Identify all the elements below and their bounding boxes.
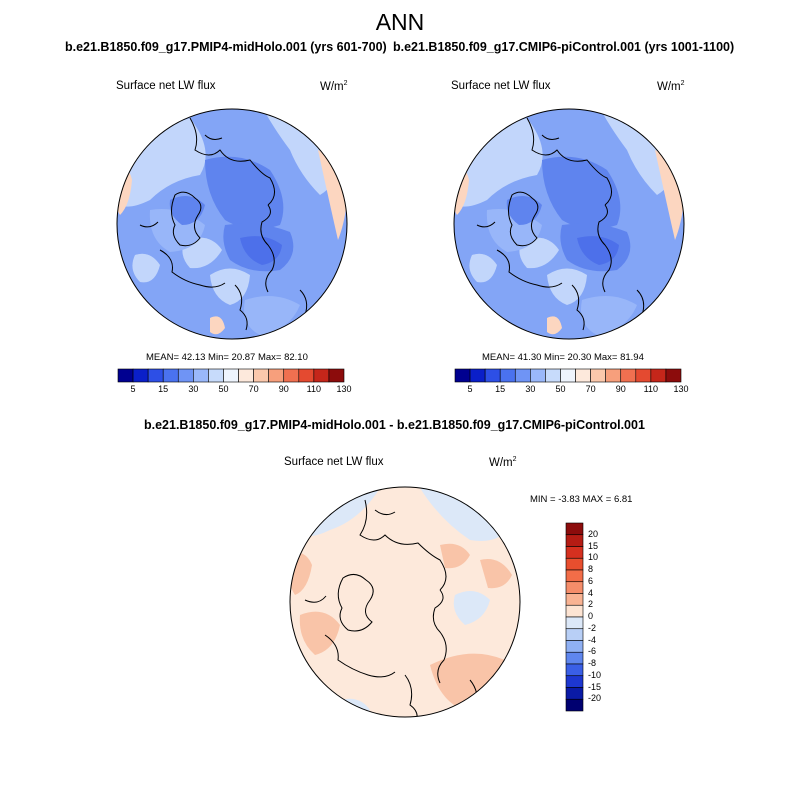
stats-left: MEAN= 42.13 Min= 20.87 Max= 82.10: [146, 352, 308, 363]
colorbar-swatch: [665, 368, 682, 383]
polar-map-left: [116, 108, 348, 340]
colorbar-swatch: [454, 368, 471, 383]
panel-title-diff: b.e21.B1850.f09_g17.PMIP4-midHolo.001 - …: [144, 418, 645, 432]
colorbar-swatch: [208, 368, 224, 383]
panel-title-left: b.e21.B1850.f09_g17.PMIP4-midHolo.001 (y…: [65, 40, 387, 54]
colorbar-swatch: [590, 368, 606, 383]
colorbar-swatch: [238, 368, 254, 383]
colorbar-tick-label: 50: [555, 384, 566, 394]
colorbar-swatch: [268, 368, 285, 383]
colorbar-tick-label: 30: [188, 384, 199, 394]
colorbar-tick-label: 15: [495, 384, 506, 394]
colorbar-swatch: [565, 651, 584, 665]
colorbar-tick-label: 70: [248, 384, 259, 394]
colorbar-tick-label: 50: [218, 384, 229, 394]
colorbar-swatch: [193, 368, 209, 383]
colorbar-swatch: [650, 368, 667, 383]
colorbar-swatch: [635, 368, 652, 383]
units-label-diff: W/m2: [489, 456, 517, 469]
colorbar-swatch: [565, 663, 584, 677]
colorbar-swatch: [565, 628, 584, 641]
colorbar-tick-label: 110: [643, 384, 659, 394]
stats-diff: MIN = -3.83 MAX = 6.81: [530, 494, 633, 505]
colorbar-swatch: [575, 368, 591, 383]
colorbar-tick-label: 8: [588, 564, 594, 574]
colorbar-swatch: [177, 368, 194, 383]
colorbar-tick-label: 90: [278, 384, 289, 394]
colorbar-tick-label: 10: [588, 552, 599, 563]
variable-label-diff: Surface net LW flux: [284, 456, 384, 468]
colorbar-swatch: [283, 368, 300, 383]
variable-label-right: Surface net LW flux: [451, 80, 551, 92]
stats-right: MEAN= 41.30 Min= 20.30 Max= 81.94: [482, 352, 644, 363]
colorbar-left: [117, 368, 345, 383]
colorbar-tick-label: -20: [588, 693, 602, 704]
colorbar-tick-label: -10: [588, 669, 602, 680]
colorbar-swatch: [565, 604, 584, 618]
colorbar-swatch: [565, 534, 584, 547]
colorbar-tick-label: 20: [588, 528, 599, 539]
colorbar-difference: [565, 522, 584, 712]
colorbar-tick-label: 4: [588, 587, 594, 598]
colorbar-swatch: [565, 640, 584, 653]
colorbar-swatch: [117, 368, 134, 383]
colorbar-swatch: [223, 368, 239, 383]
units-label-right: W/m2: [657, 80, 685, 93]
colorbar-tick-label: 6: [588, 575, 594, 586]
colorbar-right: [454, 368, 682, 383]
colorbar-swatch: [565, 557, 584, 571]
figure-title: ANN: [375, 9, 425, 35]
colorbar-swatch: [565, 616, 584, 630]
colorbar-swatch: [565, 581, 584, 594]
colorbar-tick-label: -8: [588, 658, 597, 668]
colorbar-swatch: [565, 593, 584, 606]
colorbar-swatch: [253, 368, 269, 383]
colorbar-tick-label: 70: [585, 384, 596, 394]
colorbar-swatch: [605, 368, 622, 383]
colorbar-swatch: [565, 569, 584, 583]
colorbar-swatch: [328, 368, 345, 383]
colorbar-swatch: [132, 368, 149, 383]
polar-map-right: [453, 108, 685, 340]
colorbar-swatch: [545, 368, 561, 383]
colorbar-tick-label: -4: [588, 634, 597, 645]
colorbar-swatch: [484, 368, 501, 383]
colorbar-swatch: [560, 368, 576, 383]
colorbar-swatch: [530, 368, 546, 383]
colorbar-tick-label: 15: [158, 384, 169, 394]
units-label-left: W/m2: [320, 80, 348, 93]
colorbar-tick-label: 5: [130, 384, 136, 394]
colorbar-swatch: [565, 687, 584, 700]
colorbar-swatch: [565, 698, 584, 712]
panel-title-right: b.e21.B1850.f09_g17.CMIP6-piControl.001 …: [393, 40, 735, 54]
colorbar-tick-label: -6: [588, 646, 597, 657]
colorbar-tick-label: 0: [588, 611, 594, 621]
colorbar-tick-label: -15: [588, 681, 602, 692]
colorbar-tick-label: -2: [588, 622, 597, 633]
colorbar-tick-label: 130: [673, 384, 689, 394]
colorbar-swatch: [565, 522, 584, 536]
colorbar-tick-label: 130: [336, 384, 352, 394]
colorbar-swatch: [313, 368, 330, 383]
colorbar-tick-label: 15: [588, 540, 599, 551]
colorbar-swatch: [298, 368, 315, 383]
colorbar-tick-label: 110: [306, 384, 322, 394]
colorbar-swatch: [147, 368, 164, 383]
colorbar-tick-label: 90: [615, 384, 626, 394]
colorbar-swatch: [565, 675, 584, 688]
colorbar-swatch: [469, 368, 486, 383]
colorbar-swatch: [514, 368, 531, 383]
colorbar-swatch: [162, 368, 179, 383]
variable-label-left: Surface net LW flux: [116, 80, 216, 92]
colorbar-tick-label: 5: [467, 384, 473, 394]
colorbar-swatch: [565, 546, 584, 559]
colorbar-tick-label: 30: [525, 384, 536, 394]
colorbar-swatch: [620, 368, 637, 383]
colorbar-tick-label: 2: [588, 599, 594, 610]
polar-map-difference: [289, 486, 521, 718]
colorbar-swatch: [499, 368, 516, 383]
